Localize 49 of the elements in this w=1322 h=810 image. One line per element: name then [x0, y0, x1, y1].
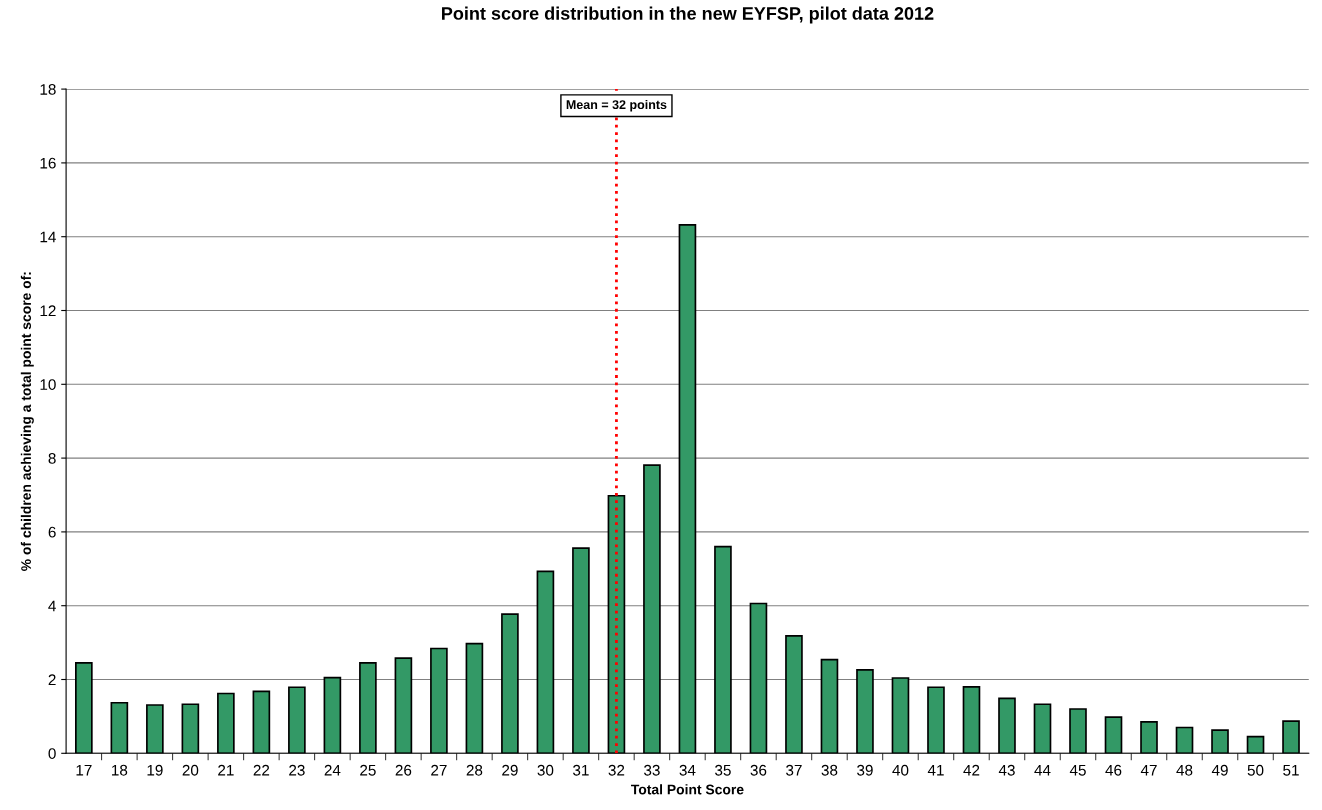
x-tick-label: 46	[1105, 764, 1122, 776]
x-tick-label: 31	[573, 764, 589, 776]
x-tick-label: 40	[892, 764, 909, 776]
x-tick-label: 29	[502, 764, 518, 776]
x-tick-label: 22	[253, 764, 270, 776]
x-tick-label: 36	[750, 764, 767, 776]
x-tick-label: 28	[466, 764, 483, 776]
x-tick-label: 20	[182, 764, 199, 776]
x-tick-label: 45	[1069, 764, 1086, 776]
x-tick-label: 39	[857, 764, 873, 776]
x-tick-label: 25	[360, 764, 376, 776]
x-tick-label: 47	[1140, 764, 1157, 776]
x-tick-label: 48	[1176, 764, 1193, 776]
x-tick-label: 27	[431, 764, 447, 776]
x-tick-label: 51	[1283, 764, 1299, 776]
x-tick-label: 44	[1034, 764, 1051, 776]
x-tick-label: 37	[786, 764, 802, 776]
x-tick-label: 33	[644, 764, 660, 776]
x-tick-label: 32	[608, 764, 625, 776]
y-tick-label: 2	[48, 674, 56, 686]
x-tick-label: 19	[147, 764, 163, 776]
x-tick-label: 24	[324, 764, 341, 776]
ref-line-label: Mean = 32 points	[566, 99, 667, 112]
x-tick-label: 26	[395, 764, 412, 776]
x-tick-label: 49	[1211, 764, 1228, 776]
y-tick-label: 14	[40, 231, 56, 243]
x-tick-label: 18	[112, 764, 128, 776]
x-tick-label: 34	[679, 764, 696, 776]
x-tick-label: 23	[289, 764, 305, 776]
y-tick-label: 0	[48, 748, 56, 759]
y-tick-label: 12	[40, 305, 56, 317]
y-tick-label: 8	[48, 452, 56, 464]
x-tick-label: 41	[927, 764, 944, 776]
x-tick-label: 17	[76, 764, 92, 776]
chart-title: Point score distribution in the new EYFSP, pilot data 2012	[442, 6, 934, 24]
x-tick-label: 43	[998, 764, 1015, 776]
y-tick-label: 16	[40, 157, 56, 169]
x-tick-label: 30	[537, 764, 554, 776]
y-tick-label: 6	[48, 526, 56, 538]
y-axis-title: % of children achieving a total point score of:	[20, 272, 34, 571]
x-tick-label: 21	[218, 764, 234, 776]
y-tick-label: 4	[48, 600, 56, 612]
x-tick-label: 38	[821, 764, 838, 776]
x-axis-title: Total Point Score	[631, 784, 744, 795]
x-tick-label: 42	[963, 764, 980, 776]
y-tick-label: 18	[40, 83, 56, 95]
y-tick-label: 10	[40, 379, 56, 390]
x-tick-label: 50	[1247, 764, 1264, 776]
x-tick-label: 35	[715, 764, 731, 776]
